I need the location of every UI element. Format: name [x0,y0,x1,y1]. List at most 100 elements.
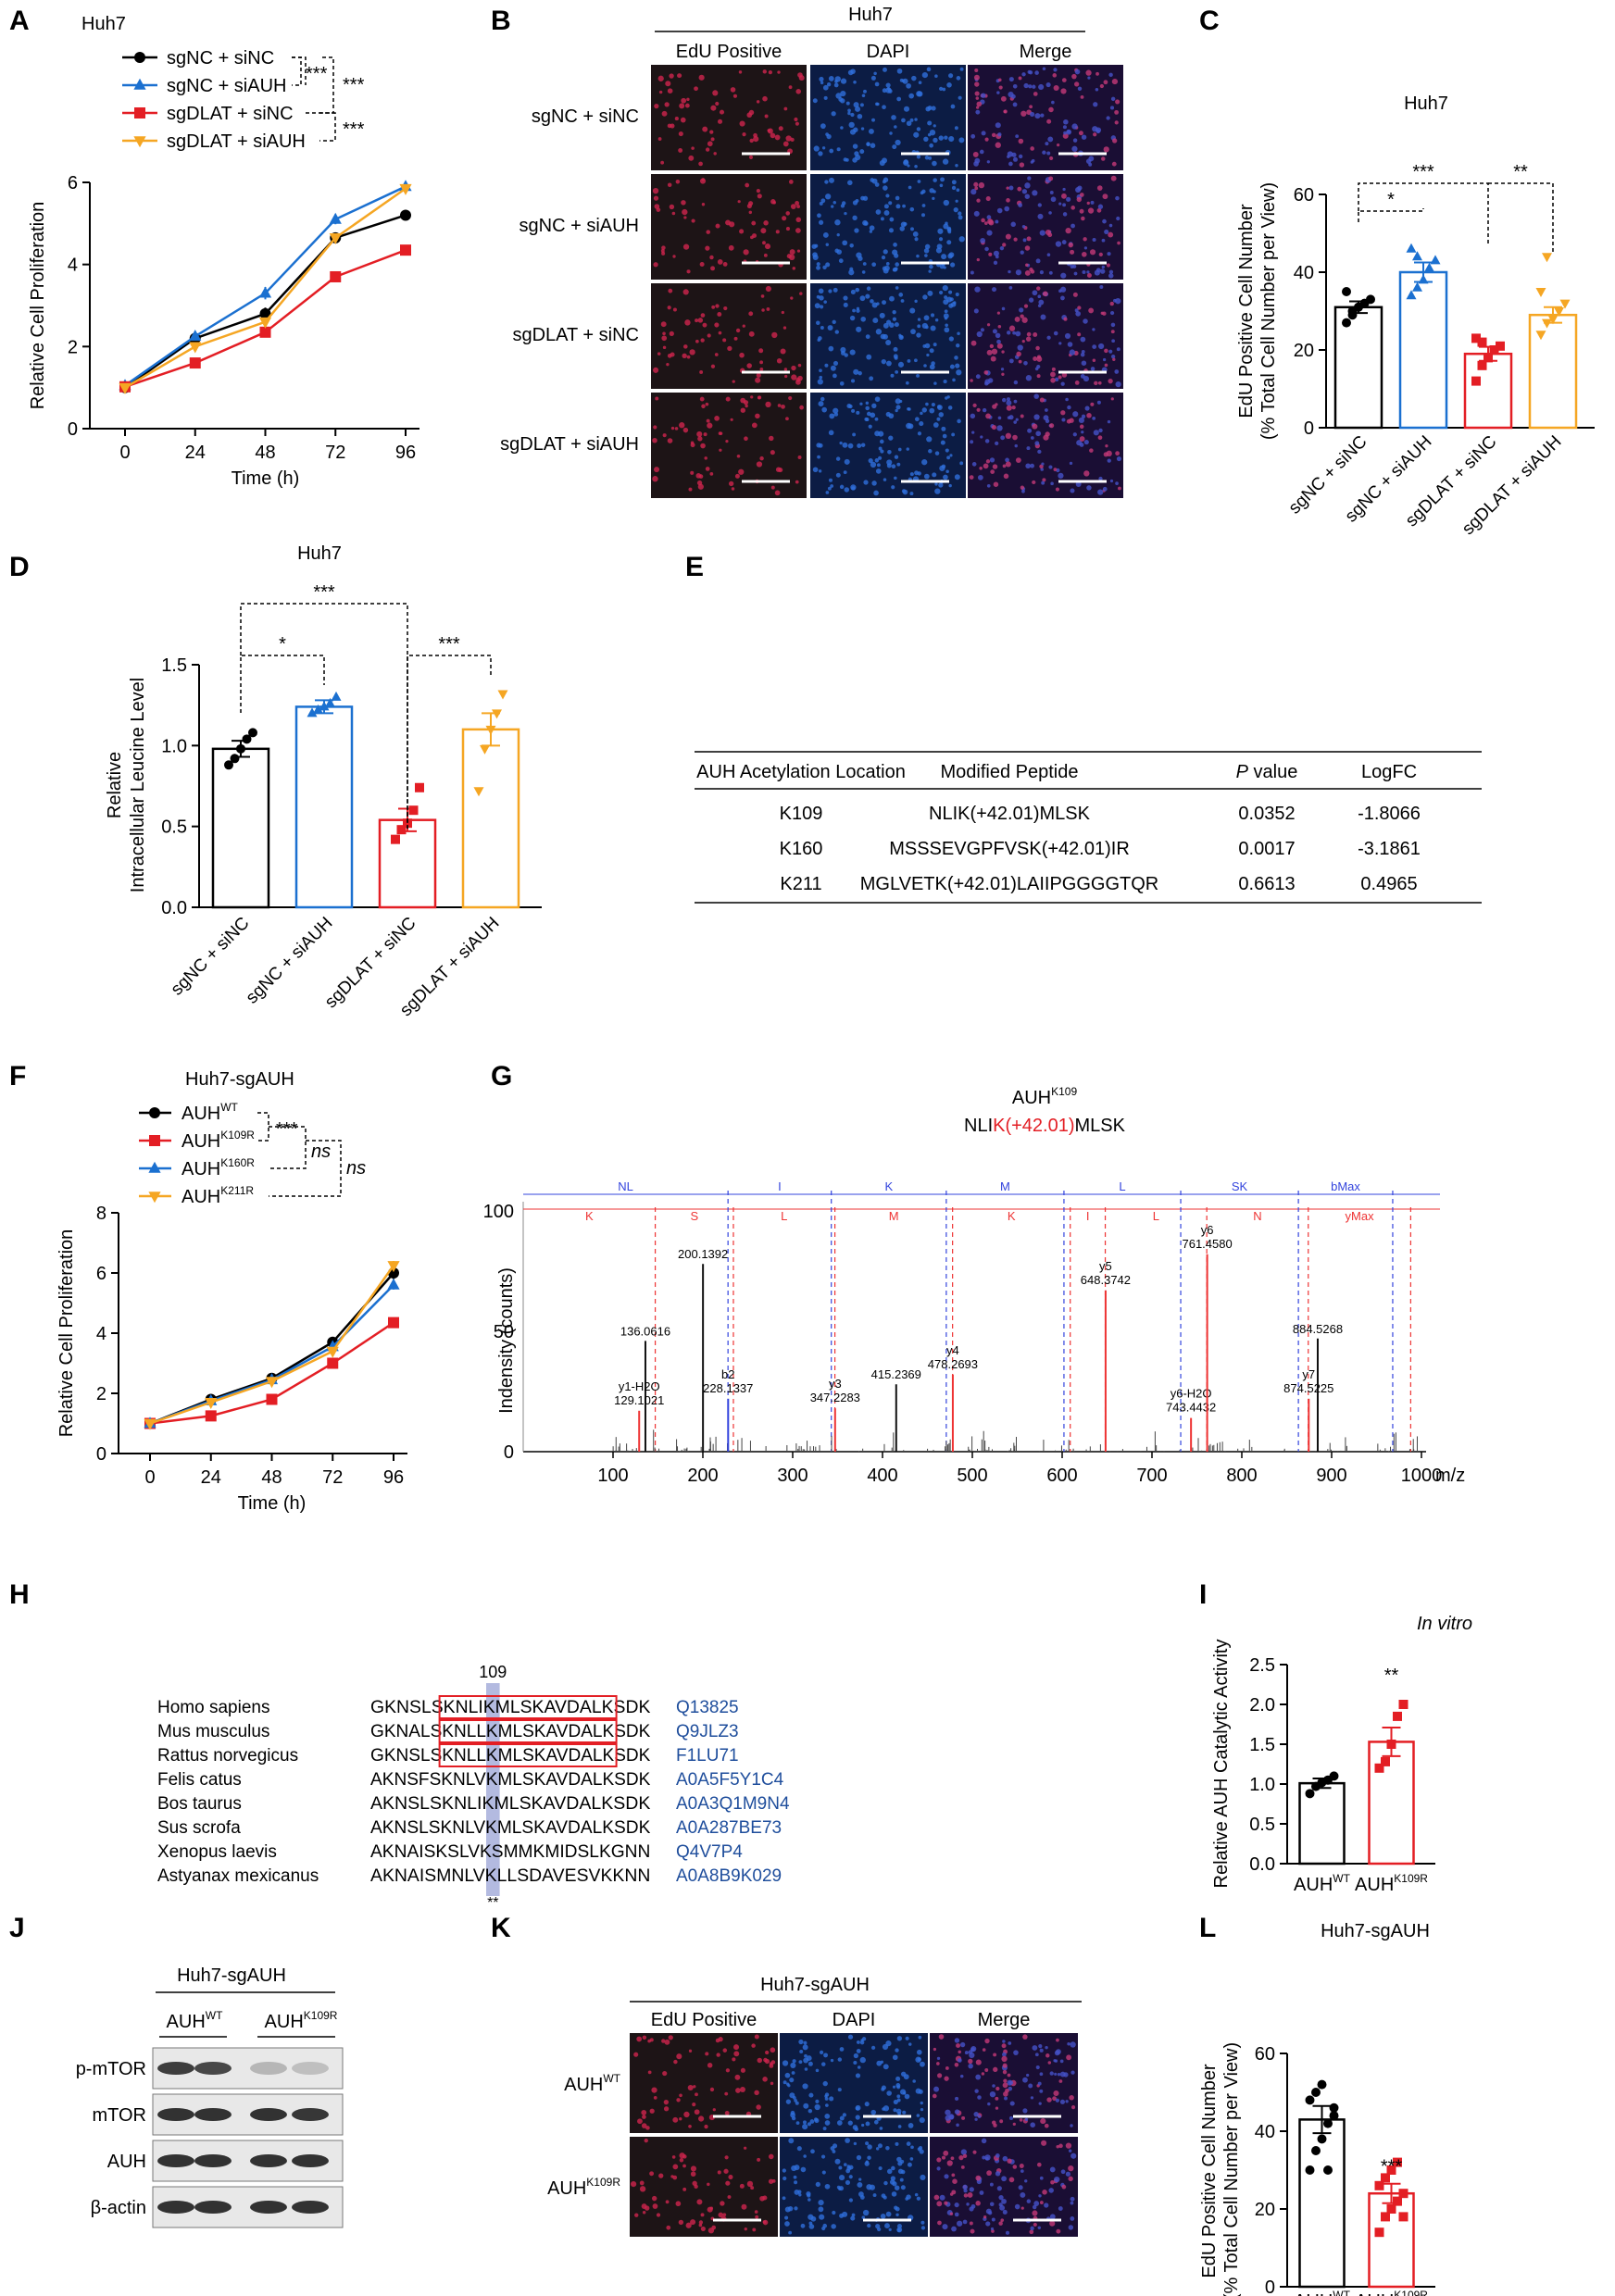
micrograph-tile [930,2137,1078,2237]
cell-nucleus [907,406,910,411]
cell-nucleus [784,374,788,379]
cell-nucleus [1058,2079,1063,2083]
cell-nucleus [1017,344,1023,351]
cell-nucleus [1041,2140,1047,2146]
cell-nucleus [789,2092,795,2099]
cell-nucleus [682,344,688,349]
cell-nucleus [1072,138,1078,143]
cell-nucleus [846,403,852,408]
cell-nucleus [861,270,866,274]
cell-nucleus [1053,468,1058,472]
cell-nucleus [1042,2190,1047,2195]
cell-nucleus [630,2180,637,2188]
micrograph-tile [780,2033,928,2133]
cell-nucleus [865,401,870,406]
cell-nucleus [876,302,880,306]
cell-nucleus [733,2051,740,2057]
cell-nucleus [955,2096,959,2101]
cell-nucleus [1006,400,1012,406]
cell-nucleus [968,2050,973,2054]
cell-nucleus [702,322,707,328]
cell-nucleus [891,464,896,469]
cell-nucleus [874,182,880,187]
cell-nucleus [669,73,674,79]
cell-nucleus [802,2120,808,2125]
cell-nucleus [883,67,887,72]
blot-band [194,2154,232,2167]
cell-nucleus [1001,2043,1007,2049]
cell-nucleus [1034,113,1041,119]
micrograph-tile [630,2137,778,2237]
cell-nucleus [906,422,912,430]
cell-nucleus [698,161,703,167]
cell-nucleus [687,2084,694,2090]
cell-nucleus [908,2123,914,2128]
cell-nucleus [1054,377,1059,381]
cell-nucleus [944,309,948,314]
cell-nucleus [1052,2096,1057,2102]
cell-nucleus [789,2078,795,2083]
cell-nucleus [900,2071,907,2077]
table-cell: 0.6613 [1238,874,1295,894]
cell-nucleus [1074,308,1079,313]
cell-nucleus [797,455,802,459]
cell-nucleus [1028,297,1034,303]
cell-nucleus [845,2138,850,2143]
cell-nucleus [1086,413,1092,418]
cell-nucleus [847,443,854,449]
cell-nucleus [636,2036,643,2042]
cell-nucleus [770,2047,776,2053]
cell-nucleus [770,132,776,139]
blot-band [292,2108,329,2121]
cell-nucleus [939,2194,945,2201]
cell-nucleus [1074,381,1080,385]
cell-nucleus [735,2088,741,2093]
cell-nucleus [916,127,921,131]
cell-nucleus [1018,138,1024,144]
cell-nucleus [662,433,667,438]
cell-nucleus [1068,242,1074,248]
cell-nucleus [1115,451,1120,456]
cell-nucleus [916,2114,920,2117]
cell-nucleus [1024,269,1031,276]
cell-nucleus [995,2106,999,2110]
cell-nucleus [854,2127,858,2132]
cell-nucleus [642,2035,647,2040]
cell-nucleus [995,2171,1001,2177]
blot-band [157,2062,194,2075]
cell-nucleus [736,454,741,458]
cell-nucleus [1115,195,1120,201]
data-point [224,760,233,770]
cell-nucleus [688,2049,693,2053]
cell-nucleus [968,2063,973,2069]
cell-nucleus [898,293,904,297]
cell-nucleus [869,230,873,233]
cell-nucleus [830,2058,834,2063]
cell-nucleus [885,2211,892,2217]
cell-nucleus [823,2053,829,2058]
cell-nucleus [748,201,754,206]
cell-nucleus [666,362,670,367]
cell-nucleus [1012,331,1017,335]
cell-nucleus [739,120,745,127]
cell-nucleus [834,76,841,82]
y-tick-label: 50 [494,1322,514,1342]
y-axis-label-2: (% Total Cell Number per View) [1221,2042,1242,2296]
cell-nucleus [943,266,946,269]
sig-bracket-1 [1358,208,1424,222]
y-tick-label: 6 [96,1264,106,1284]
data-point [497,690,508,700]
cell-nucleus [682,427,689,433]
cell-nucleus [883,2064,889,2070]
cell-nucleus [847,2034,854,2040]
cell-nucleus [1049,191,1054,194]
cell-nucleus [954,2202,959,2208]
cell-nucleus [649,2038,654,2042]
cell-nucleus [1066,130,1070,134]
cell-nucleus [707,2227,715,2234]
data-point [1317,2079,1327,2090]
cell-nucleus [916,155,921,159]
cell-nucleus [700,338,705,343]
sig-bracket-3-label: ** [1513,162,1528,182]
cell-nucleus [691,146,695,150]
